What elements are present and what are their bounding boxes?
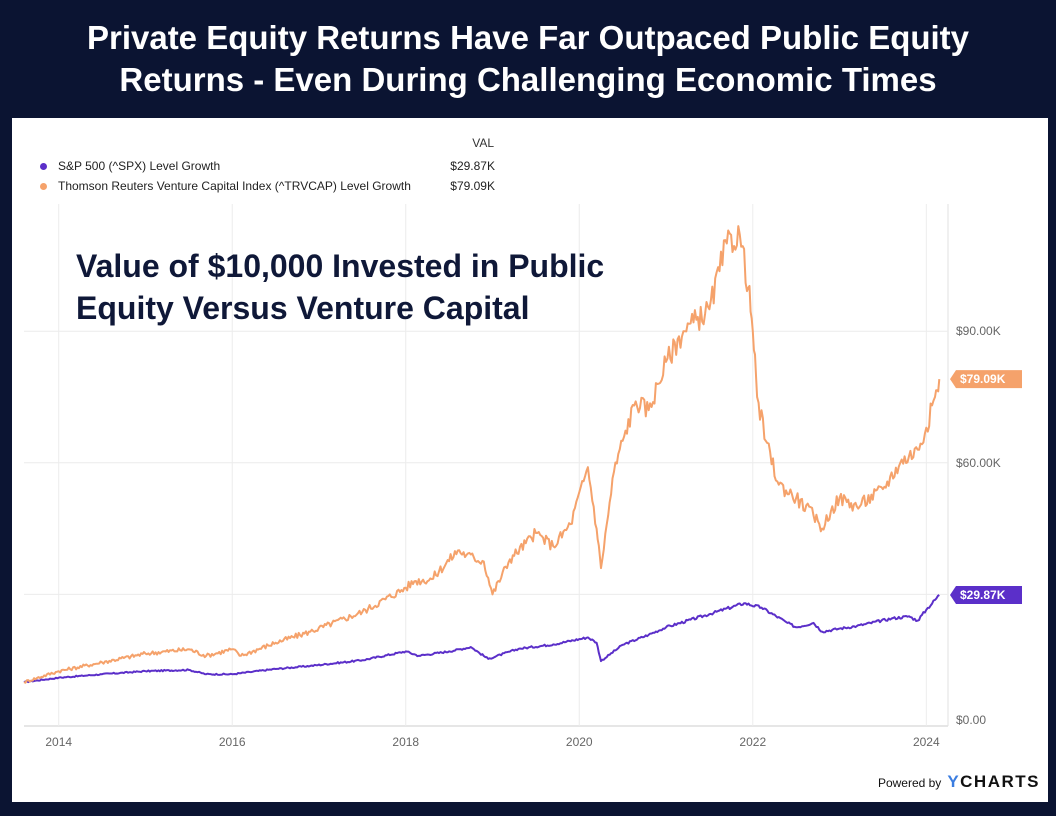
x-tick-label: 2022 (739, 735, 766, 749)
chart-overlay-title: Value of $10,000 Invested in Public Equi… (76, 245, 716, 329)
legend-label-trvcap: Thomson Reuters Venture Capital Index (^… (58, 179, 411, 193)
end-value-tag-trvcap (950, 370, 1022, 389)
legend-column-header: VAL (472, 136, 494, 150)
legend-item-spx: S&P 500 (^SPX) Level Growth $29.87K (40, 159, 495, 175)
legend-value-spx: $29.87K (450, 159, 495, 173)
overlay-title-line-2: Equity Versus Venture Capital (76, 290, 530, 326)
x-tick-label: 2018 (392, 735, 419, 749)
x-tick-label: 2014 (45, 735, 72, 749)
y-tick-label: $90.00K (956, 324, 1001, 338)
end-value-label: $79.09K (960, 372, 1006, 386)
series-line-trvcap (23, 225, 941, 684)
legend-item-trvcap: Thomson Reuters Venture Capital Index (^… (40, 179, 495, 195)
legend-value-trvcap: $79.09K (450, 179, 495, 193)
y-tick-label: $60.00K (956, 456, 1001, 470)
legend-dot-trvcap (40, 183, 47, 190)
chart-panel (12, 118, 1048, 802)
x-tick-label: 2020 (566, 735, 593, 749)
x-tick-label: 2016 (219, 735, 246, 749)
series-line-spx (23, 594, 940, 684)
end-value-tag-spx (950, 585, 1022, 604)
y-tick-label: $0.00 (956, 713, 986, 727)
end-value-label: $29.87K (960, 588, 1006, 602)
powered-by-ycharts[interactable]: Powered by YCHARTS (878, 772, 1040, 792)
page-title-line-1: Private Equity Returns Have Far Outpaced… (86, 19, 970, 56)
overlay-title-line-1: Value of $10,000 Invested in Public (76, 248, 605, 284)
page-title: Private Equity Returns Have Far Outpaced… (0, 0, 1056, 118)
x-tick-label: 2024 (913, 735, 940, 749)
powered-by-text: Powered by (877, 776, 942, 790)
ycharts-logo: YCHARTS (947, 772, 1040, 791)
legend-dot-spx (40, 163, 47, 170)
legend-label-spx: S&P 500 (^SPX) Level Growth (58, 159, 221, 173)
page-title-line-2: Returns - Even During Challenging Econom… (119, 61, 937, 98)
